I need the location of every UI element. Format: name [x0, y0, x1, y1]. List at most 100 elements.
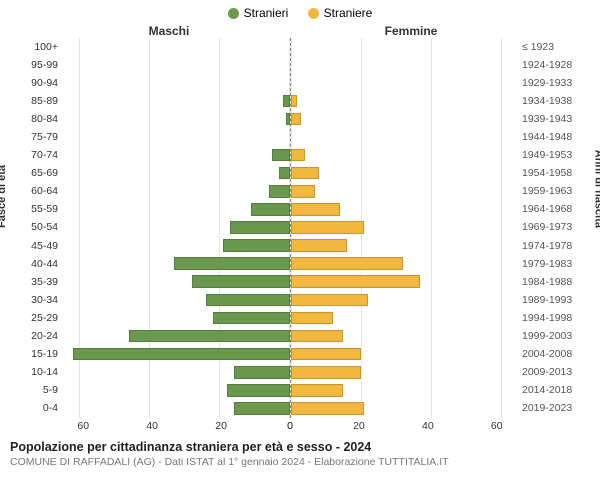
age-label: 95-99 — [14, 56, 62, 74]
plot-half-female — [291, 38, 519, 418]
bar-male — [174, 257, 290, 270]
bar-row-male — [62, 327, 290, 345]
bar-male — [234, 366, 290, 379]
x-axis: 0204060 0204060 — [0, 420, 600, 434]
age-label: 55-59 — [14, 200, 62, 218]
plot-area — [62, 38, 518, 418]
x-tick: 60 — [491, 420, 503, 432]
legend-item-male: Stranieri — [228, 6, 289, 20]
birthyear-label: 2004-2008 — [518, 345, 586, 363]
age-label: 90-94 — [14, 74, 62, 92]
bar-male — [230, 221, 290, 234]
age-label: 25-29 — [14, 309, 62, 327]
plot-half-male — [62, 38, 291, 418]
birthyear-label: 1999-2003 — [518, 327, 586, 345]
bar-row-female — [291, 363, 519, 381]
bar-row-male — [62, 255, 290, 273]
bar-row-male — [62, 381, 290, 399]
bar-female — [291, 185, 316, 198]
bar-row-male — [62, 56, 290, 74]
age-label: 65-69 — [14, 164, 62, 182]
bar-female — [291, 312, 333, 325]
legend-item-female: Straniere — [308, 6, 373, 20]
bar-row-male — [62, 273, 290, 291]
bar-row-male — [62, 218, 290, 236]
bar-male — [206, 294, 290, 307]
bar-row-female — [291, 291, 519, 309]
bar-female — [291, 348, 361, 361]
bar-female — [291, 402, 365, 415]
bar-male — [192, 275, 290, 288]
bar-female — [291, 149, 305, 162]
age-label: 20-24 — [14, 327, 62, 345]
age-label: 40-44 — [14, 255, 62, 273]
birthyear-label: 1959-1963 — [518, 182, 586, 200]
bar-male — [234, 402, 290, 415]
bar-female — [291, 113, 302, 126]
bar-female — [291, 366, 361, 379]
age-label: 35-39 — [14, 273, 62, 291]
bar-row-male — [62, 164, 290, 182]
birthyear-label: 1949-1953 — [518, 146, 586, 164]
birthyear-label: 1954-1958 — [518, 164, 586, 182]
bar-row-male — [62, 110, 290, 128]
birthyear-label: 1994-1998 — [518, 309, 586, 327]
bar-female — [291, 167, 319, 180]
age-label: 30-34 — [14, 291, 62, 309]
chart-footer: Popolazione per cittadinanza straniera p… — [0, 434, 600, 468]
birthyear-label: 1944-1948 — [518, 128, 586, 146]
birthyear-label: 1969-1973 — [518, 218, 586, 236]
age-label: 50-54 — [14, 218, 62, 236]
chart-title: Popolazione per cittadinanza straniera p… — [10, 440, 590, 454]
x-tick: 40 — [422, 420, 434, 432]
age-label: 100+ — [14, 38, 62, 56]
bar-male — [286, 113, 289, 126]
age-label: 85-89 — [14, 92, 62, 110]
bar-row-female — [291, 56, 519, 74]
birthyear-label: 1974-1978 — [518, 237, 586, 255]
birthyear-label: ≤ 1923 — [518, 38, 586, 56]
y-labels-birthyear: ≤ 19231924-19281929-19331934-19381939-19… — [518, 38, 586, 418]
bar-male — [227, 384, 290, 397]
x-tick: 20 — [353, 420, 365, 432]
bar-row-female — [291, 182, 519, 200]
bar-female — [291, 275, 421, 288]
bar-row-male — [62, 237, 290, 255]
bar-female — [291, 203, 340, 216]
bar-row-female — [291, 345, 519, 363]
birthyear-label: 2019-2023 — [518, 399, 586, 417]
legend-label-female: Straniere — [324, 6, 373, 20]
bar-female — [291, 239, 347, 252]
bar-male — [279, 167, 290, 180]
bar-female — [291, 330, 344, 343]
age-label: 5-9 — [14, 381, 62, 399]
y-labels-age: 100+95-9990-9485-8980-8475-7970-7465-696… — [14, 38, 62, 418]
birthyear-label: 1924-1928 — [518, 56, 586, 74]
legend-swatch-female — [308, 8, 319, 19]
bar-row-female — [291, 255, 519, 273]
bar-row-male — [62, 182, 290, 200]
age-label: 75-79 — [14, 128, 62, 146]
bar-male — [129, 330, 290, 343]
bar-row-male — [62, 363, 290, 381]
legend: Stranieri Straniere — [0, 0, 600, 24]
bar-row-female — [291, 38, 519, 56]
bar-row-male — [62, 399, 290, 417]
bar-male — [213, 312, 290, 325]
bar-female — [291, 95, 298, 108]
legend-swatch-male — [228, 8, 239, 19]
bar-row-male — [62, 309, 290, 327]
bar-row-female — [291, 164, 519, 182]
birthyear-label: 2014-2018 — [518, 381, 586, 399]
bar-row-female — [291, 309, 519, 327]
bar-female — [291, 384, 344, 397]
legend-label-male: Stranieri — [244, 6, 289, 20]
x-tick: 20 — [215, 420, 227, 432]
birthyear-label: 2009-2013 — [518, 363, 586, 381]
bar-row-female — [291, 110, 519, 128]
bar-row-female — [291, 237, 519, 255]
bar-row-female — [291, 146, 519, 164]
bar-male — [283, 95, 290, 108]
bar-female — [291, 221, 365, 234]
header-female: Femmine — [290, 24, 532, 38]
